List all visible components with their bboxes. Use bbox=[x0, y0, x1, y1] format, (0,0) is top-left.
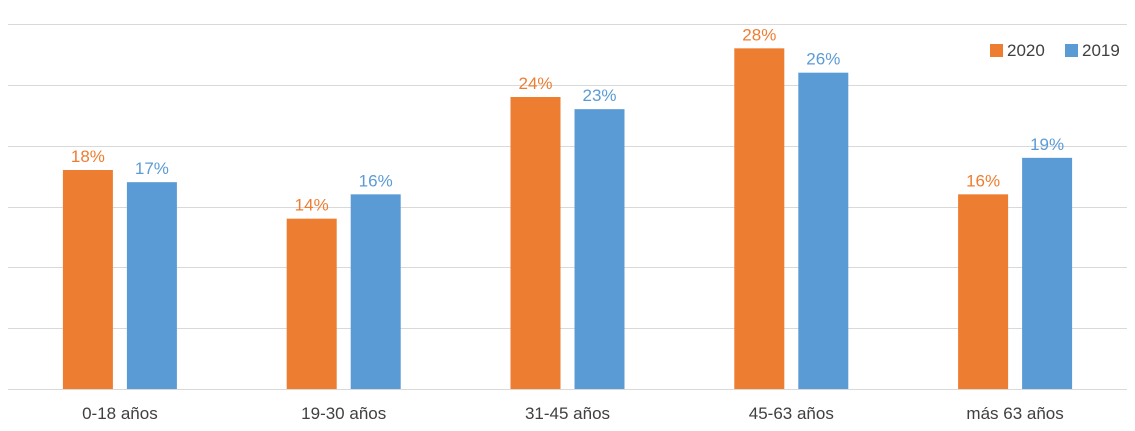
bar-2020-3 bbox=[734, 48, 785, 389]
category-label-1: 19-30 años bbox=[301, 404, 386, 423]
bar-2019-3 bbox=[798, 72, 849, 390]
bar-2019-1 bbox=[350, 194, 401, 389]
data-label-2019-1: 16% bbox=[359, 171, 393, 190]
data-labels: 18% 17% 14% 16% 24% 23% 28% 26% 16% 19% bbox=[71, 25, 1064, 214]
legend-swatch-2019 bbox=[1065, 44, 1078, 57]
data-label-2020-1: 14% bbox=[295, 196, 329, 215]
bar-2019-4 bbox=[1022, 157, 1073, 389]
legend: 2020 2019 bbox=[990, 41, 1120, 60]
bar-2019-2 bbox=[574, 109, 625, 390]
bar-2020-0 bbox=[62, 170, 113, 389]
data-label-2019-2: 23% bbox=[582, 86, 616, 105]
data-label-2020-3: 28% bbox=[742, 25, 776, 44]
bars bbox=[62, 48, 1073, 390]
legend-swatch-2020 bbox=[990, 44, 1003, 57]
bar-2019-0 bbox=[126, 182, 177, 389]
category-label-2: 31-45 años bbox=[525, 404, 610, 423]
bar-2020-1 bbox=[286, 218, 337, 389]
category-labels: 0-18 años 19-30 años 31-45 años 45-63 años m… bbox=[82, 404, 1064, 423]
category-label-4: más 63 años bbox=[966, 404, 1063, 423]
data-label-2020-4: 16% bbox=[966, 171, 1000, 190]
data-label-2020-0: 18% bbox=[71, 147, 105, 166]
bar-2020-2 bbox=[510, 97, 561, 389]
data-label-2019-0: 17% bbox=[135, 159, 169, 178]
bar-2020-4 bbox=[958, 194, 1009, 389]
category-label-3: 45-63 años bbox=[749, 404, 834, 423]
data-label-2020-2: 24% bbox=[518, 74, 552, 93]
data-label-2019-3: 26% bbox=[806, 50, 840, 69]
category-label-0: 0-18 años bbox=[82, 404, 158, 423]
legend-label-2020: 2020 bbox=[1007, 41, 1045, 60]
data-label-2019-4: 19% bbox=[1030, 135, 1064, 154]
gridlines bbox=[8, 24, 1127, 329]
legend-label-2019: 2019 bbox=[1082, 41, 1120, 60]
